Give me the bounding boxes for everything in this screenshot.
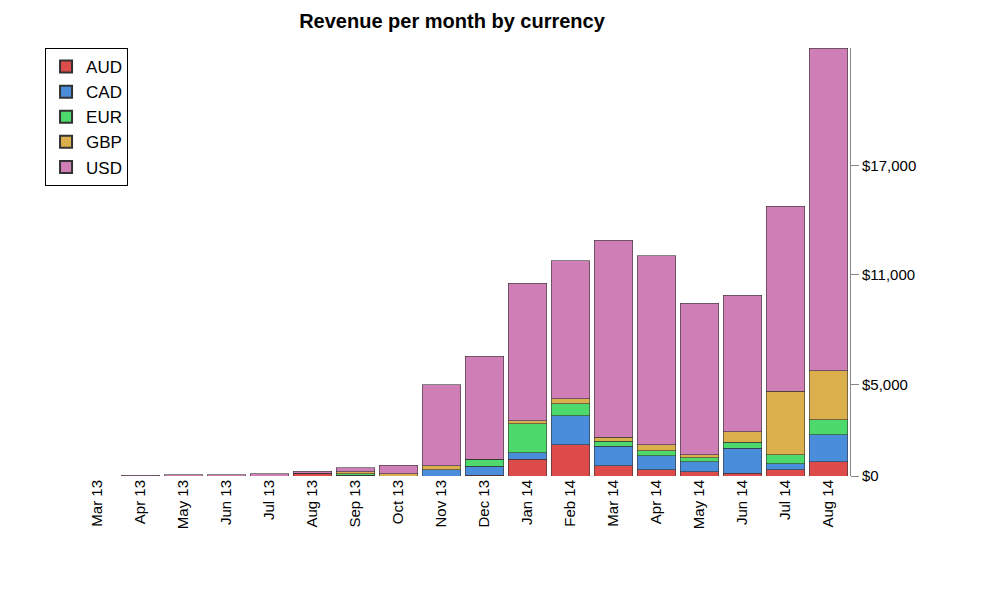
- svg-text:Mar 14: Mar 14: [604, 480, 621, 527]
- svg-text:Aug 14: Aug 14: [819, 480, 836, 528]
- svg-text:AUD: AUD: [86, 58, 122, 77]
- svg-text:May 14: May 14: [690, 480, 707, 529]
- svg-text:Mar 13: Mar 13: [88, 480, 105, 527]
- svg-text:Jun 14: Jun 14: [733, 480, 750, 525]
- svg-text:Jul 13: Jul 13: [260, 480, 277, 520]
- svg-text:Apr 14: Apr 14: [647, 480, 664, 524]
- svg-text:Sep 13: Sep 13: [346, 480, 363, 528]
- svg-text:Feb 14: Feb 14: [561, 480, 578, 527]
- svg-text:May 13: May 13: [174, 480, 191, 529]
- svg-text:$5,000: $5,000: [862, 376, 908, 393]
- svg-text:Dec 13: Dec 13: [475, 480, 492, 528]
- svg-text:CAD: CAD: [86, 83, 122, 102]
- svg-text:Jan 14: Jan 14: [518, 480, 535, 525]
- svg-text:GBP: GBP: [86, 133, 122, 152]
- svg-text:Oct 13: Oct 13: [389, 480, 406, 524]
- svg-text:$0: $0: [862, 467, 879, 484]
- svg-text:Nov 13: Nov 13: [432, 480, 449, 528]
- svg-text:EUR: EUR: [86, 108, 122, 127]
- svg-text:Revenue per month by currency: Revenue per month by currency: [299, 10, 606, 32]
- svg-text:$17,000: $17,000: [862, 157, 916, 174]
- svg-text:USD: USD: [86, 159, 122, 178]
- svg-text:Jun 13: Jun 13: [217, 480, 234, 525]
- svg-text:$11,000: $11,000: [862, 266, 915, 283]
- svg-text:Jul 14: Jul 14: [776, 480, 793, 520]
- svg-text:Apr 13: Apr 13: [131, 480, 148, 524]
- svg-text:Aug 13: Aug 13: [303, 480, 320, 528]
